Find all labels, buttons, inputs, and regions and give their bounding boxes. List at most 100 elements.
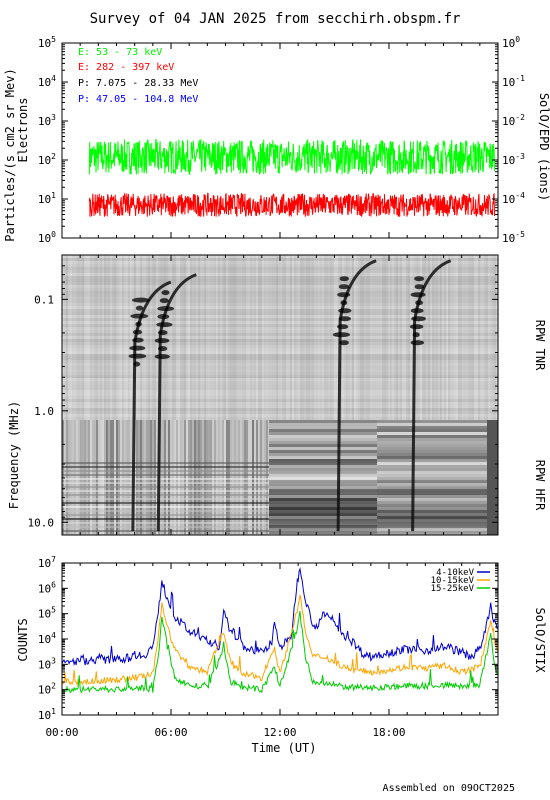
burst-blob [337, 292, 351, 298]
tnr-column [198, 255, 200, 420]
tnr-column [220, 255, 222, 420]
hfr-band [269, 450, 377, 453]
hfr-band [269, 525, 377, 528]
tnr-column [226, 255, 228, 420]
hfr-band [377, 444, 487, 447]
tnr-column [274, 255, 276, 420]
tnr-column [228, 255, 230, 420]
tnr-column [266, 255, 268, 420]
tnr-column [482, 255, 484, 420]
tnr-row [62, 378, 498, 381]
tnr-row [62, 414, 498, 417]
hfr-stripe [166, 420, 168, 535]
tnr-column [392, 255, 394, 420]
tnr-column [384, 255, 386, 420]
tnr-column [342, 255, 344, 420]
tnr-row [62, 333, 498, 336]
hfr-band [269, 432, 377, 435]
y-tick-label: 10-3 [502, 152, 525, 167]
hfr-band [377, 489, 487, 492]
hfr-stripe [178, 420, 180, 535]
tnr-column [422, 255, 424, 420]
radio-bursts [128, 259, 452, 532]
tnr-row [62, 309, 498, 312]
legend-entry: 4-10keV [436, 568, 475, 578]
hfr-stripe [140, 420, 142, 535]
particles-ylabel: Particles/(s cm2 sr Mev) [3, 68, 17, 241]
tnr-column [492, 255, 494, 420]
hfr-band [62, 490, 269, 492]
tnr-column [468, 255, 470, 420]
hfr-band [377, 462, 487, 465]
tnr-column [314, 255, 316, 420]
tnr-column [80, 255, 82, 420]
burst-blob [133, 361, 141, 367]
hfr-stripe [226, 420, 228, 535]
tnr-column [308, 255, 310, 420]
tnr-column [472, 255, 474, 420]
hfr-stripe [192, 420, 194, 535]
tnr-column [386, 255, 388, 420]
x-tick-label: 06:00 [154, 726, 187, 739]
tnr-column [410, 255, 412, 420]
tnr-column [278, 255, 280, 420]
hfr-band [62, 486, 269, 488]
tnr-column [260, 255, 262, 420]
tnr-column [150, 255, 152, 420]
tnr-row [62, 303, 498, 306]
hfr-stripe [76, 420, 78, 535]
tnr-column [166, 255, 168, 420]
radio-right-label-hfr: RPW HFR [533, 460, 547, 511]
tnr-row [62, 276, 498, 279]
y-tick-label: 102 [38, 682, 56, 697]
tnr-column [212, 255, 214, 420]
tnr-column [350, 255, 352, 420]
hfr-band [269, 495, 377, 498]
tnr-column [368, 255, 370, 420]
tnr-column [126, 255, 128, 420]
figure-title: Survey of 04 JAN 2025 from secchirh.obsp… [90, 11, 461, 27]
spectrogram [62, 255, 498, 535]
hfr-stripe [78, 420, 80, 535]
hfr-stripe [262, 420, 264, 535]
tnr-column [162, 255, 164, 420]
y-tick-label: 1.0 [34, 405, 54, 418]
hfr-band [62, 494, 269, 496]
tnr-column [132, 255, 134, 420]
hfr-block-3 [377, 420, 487, 535]
burst-blob [157, 346, 168, 352]
xray-series [62, 566, 498, 694]
hfr-stripe [186, 420, 188, 535]
hfr-band [377, 465, 487, 468]
hfr-stripe [238, 420, 240, 535]
burst-blob [131, 297, 150, 303]
tnr-column [296, 255, 298, 420]
tnr-column [216, 255, 218, 420]
burst-blob [132, 337, 144, 343]
hfr-stripe [150, 420, 152, 535]
tnr-column [272, 255, 274, 420]
hfr-stripe [116, 420, 118, 535]
tnr-column [416, 255, 418, 420]
tnr-column [232, 255, 234, 420]
tnr-row [62, 321, 498, 324]
burst-blob [332, 332, 350, 338]
hfr-band [62, 478, 269, 480]
hfr-stripe [160, 420, 162, 535]
hfr-band [377, 501, 487, 504]
tnr-row [62, 273, 498, 276]
burst-blob [410, 292, 426, 298]
hfr-band [377, 528, 487, 531]
particles-series [88, 138, 495, 217]
tnr-column [254, 255, 256, 420]
hfr-stripe [258, 420, 260, 535]
hfr-band [377, 426, 487, 429]
hfr-band [377, 498, 487, 501]
hfr-band [269, 501, 377, 504]
hfr-band [62, 506, 269, 508]
hfr-band [269, 531, 377, 534]
y-tick-label: 105 [38, 35, 56, 50]
tnr-row [62, 405, 498, 408]
tnr-column [344, 255, 346, 420]
hfr-band [377, 504, 487, 507]
